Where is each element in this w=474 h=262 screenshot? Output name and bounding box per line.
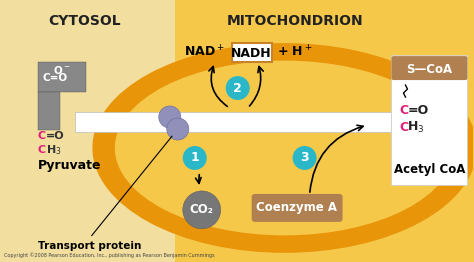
Text: C: C [400,103,409,117]
Text: MITOCHONDRION: MITOCHONDRION [226,14,363,28]
FancyBboxPatch shape [232,43,272,62]
Text: NAD$^+$: NAD$^+$ [184,45,225,60]
Text: C: C [400,121,409,134]
Text: H$_3$: H$_3$ [46,143,62,157]
Circle shape [159,106,181,128]
Text: 2: 2 [233,81,242,95]
Circle shape [183,191,221,229]
Text: CO₂: CO₂ [190,203,214,216]
Bar [75,112,392,132]
Text: =O: =O [408,103,428,117]
Text: + H$^+$: + H$^+$ [277,45,312,60]
Text: 3: 3 [301,151,309,165]
Circle shape [292,146,317,170]
Text: Transport protein: Transport protein [38,241,142,251]
Text: H$_3$: H$_3$ [408,119,425,135]
Circle shape [226,76,250,100]
Bar [0,0,175,262]
Circle shape [167,118,189,140]
Polygon shape [392,98,410,146]
Bar [392,55,467,185]
Text: C: C [38,145,46,155]
FancyBboxPatch shape [392,56,467,80]
FancyBboxPatch shape [252,194,343,222]
Ellipse shape [115,61,455,235]
Text: Coenzyme A: Coenzyme A [256,201,337,214]
Text: NADH: NADH [231,47,272,59]
Bar [38,92,60,130]
Text: CYTOSOL: CYTOSOL [48,14,121,28]
Text: =O: =O [46,131,64,141]
Text: Pyruvate: Pyruvate [38,160,101,172]
Text: C=O: C=O [43,73,68,83]
Text: Acetyl CoA: Acetyl CoA [394,163,465,176]
Circle shape [183,146,207,170]
Text: Copyright ©2008 Pearson Education, Inc., publishing as Pearson Benjamin Cummings: Copyright ©2008 Pearson Education, Inc.,… [4,252,215,258]
Ellipse shape [92,43,474,253]
Text: O$^-$: O$^-$ [53,64,71,76]
Text: 1: 1 [191,151,199,165]
Text: S—CoA: S—CoA [406,63,453,75]
Text: C: C [38,131,46,141]
Bar [38,62,86,92]
